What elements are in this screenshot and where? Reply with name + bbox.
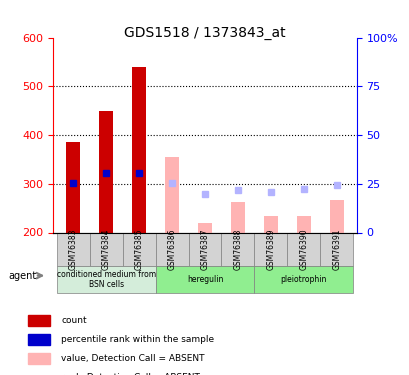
Text: value, Detection Call = ABSENT: value, Detection Call = ABSENT [61,354,204,363]
FancyBboxPatch shape [221,232,254,266]
Text: pleiotrophin: pleiotrophin [280,275,326,284]
Bar [28,334,50,345]
Bar [28,372,50,375]
Text: GSM76387: GSM76387 [200,228,209,270]
Text: percentile rank within the sample: percentile rank within the sample [61,335,213,344]
FancyBboxPatch shape [155,232,188,266]
Text: GSM76390: GSM76390 [299,228,308,270]
Text: GSM76389: GSM76389 [266,228,275,270]
Bar [28,315,50,326]
Bar [264,216,277,232]
Bar [66,142,79,232]
Text: count: count [61,316,87,325]
FancyBboxPatch shape [287,232,320,266]
FancyBboxPatch shape [254,232,287,266]
FancyBboxPatch shape [320,232,353,266]
Text: GSM76386: GSM76386 [167,228,176,270]
FancyBboxPatch shape [89,232,122,266]
FancyBboxPatch shape [56,232,89,266]
FancyBboxPatch shape [122,232,155,266]
Text: agent: agent [8,271,36,280]
Text: GDS1518 / 1373843_at: GDS1518 / 1373843_at [124,26,285,40]
Text: GSM76388: GSM76388 [233,229,242,270]
Text: GSM76384: GSM76384 [101,228,110,270]
FancyBboxPatch shape [188,232,221,266]
FancyBboxPatch shape [56,266,155,292]
Bar [28,353,50,364]
Bar [99,111,112,232]
Bar [297,216,310,232]
FancyBboxPatch shape [155,266,254,292]
Text: GSM76391: GSM76391 [332,228,341,270]
Text: rank, Detection Call = ABSENT: rank, Detection Call = ABSENT [61,373,200,375]
Bar [132,67,145,232]
Text: heregulin: heregulin [187,275,222,284]
Text: GSM76385: GSM76385 [134,228,143,270]
FancyBboxPatch shape [254,266,353,292]
Bar [198,223,211,232]
Text: GSM76383: GSM76383 [68,228,77,270]
Bar [231,202,244,232]
Text: conditioned medium from
BSN cells: conditioned medium from BSN cells [56,270,155,289]
Bar [330,200,343,232]
Bar [165,157,178,232]
